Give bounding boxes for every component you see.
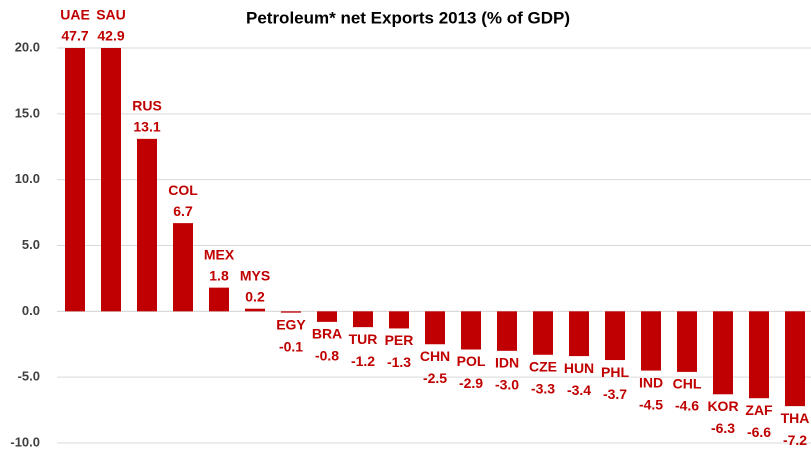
value-label: -2.5 bbox=[423, 370, 447, 386]
value-label: -4.5 bbox=[639, 396, 663, 412]
bar bbox=[173, 223, 193, 312]
bar bbox=[101, 48, 121, 312]
category-label: HUN bbox=[564, 360, 594, 376]
category-label: TUR bbox=[349, 331, 378, 347]
value-label: -4.6 bbox=[675, 398, 699, 414]
bar bbox=[749, 311, 769, 399]
bar bbox=[461, 311, 481, 350]
bar bbox=[209, 287, 229, 312]
value-label: -0.8 bbox=[315, 348, 339, 364]
category-label: IND bbox=[639, 374, 663, 390]
category-label: CHL bbox=[673, 376, 702, 392]
bar bbox=[353, 311, 373, 328]
value-label: -0.1 bbox=[279, 338, 303, 354]
value-label: -3.0 bbox=[495, 377, 519, 393]
y-tick-label: 0.0 bbox=[22, 303, 40, 318]
bar bbox=[533, 311, 553, 355]
y-tick-label: -5.0 bbox=[18, 369, 40, 384]
value-label: 13.1 bbox=[133, 119, 160, 135]
value-label: 1.8 bbox=[209, 267, 229, 283]
bar bbox=[281, 311, 301, 313]
value-label: 0.2 bbox=[245, 288, 265, 304]
value-label: -6.6 bbox=[747, 424, 771, 440]
category-label: EGY bbox=[276, 316, 306, 332]
bar bbox=[713, 311, 733, 395]
category-label: COL bbox=[168, 182, 198, 198]
bar bbox=[497, 311, 517, 351]
bar bbox=[785, 311, 805, 407]
category-label: KOR bbox=[707, 398, 738, 414]
y-tick-label: 5.0 bbox=[22, 237, 40, 252]
category-label: MYS bbox=[240, 267, 270, 283]
bars bbox=[65, 48, 805, 407]
category-label: CHN bbox=[420, 348, 450, 364]
bar bbox=[569, 311, 589, 357]
value-label: -1.3 bbox=[387, 354, 411, 370]
category-label: SAU bbox=[96, 7, 126, 23]
chart-title: Petroleum* net Exports 2013 (% of GDP) bbox=[246, 8, 570, 27]
value-label: 47.7 bbox=[61, 28, 88, 44]
category-label: UAE bbox=[60, 7, 90, 23]
value-label: -3.3 bbox=[531, 380, 555, 396]
category-label: IDN bbox=[495, 355, 519, 371]
bar bbox=[137, 138, 157, 312]
category-label: PHL bbox=[601, 364, 629, 380]
value-label: -2.9 bbox=[459, 375, 483, 391]
bar bbox=[677, 311, 697, 372]
y-tick-label: 20.0 bbox=[15, 39, 40, 54]
category-label: MEX bbox=[204, 246, 235, 262]
value-label: -3.7 bbox=[603, 386, 627, 402]
value-label: -7.2 bbox=[783, 432, 807, 448]
bar bbox=[389, 311, 409, 329]
bar bbox=[65, 48, 85, 312]
value-label: -3.4 bbox=[567, 382, 591, 398]
value-label: -1.2 bbox=[351, 353, 375, 369]
category-label: ZAF bbox=[745, 402, 773, 418]
category-label: PER bbox=[385, 332, 414, 348]
category-label: POL bbox=[457, 353, 486, 369]
value-label: -6.3 bbox=[711, 420, 735, 436]
category-label: RUS bbox=[132, 98, 162, 114]
bar bbox=[605, 311, 625, 361]
y-tick-label: -10.0 bbox=[10, 434, 40, 449]
category-label: BRA bbox=[312, 326, 342, 342]
value-label: 42.9 bbox=[97, 28, 124, 44]
y-tick-label: 10.0 bbox=[15, 171, 40, 186]
bar bbox=[641, 311, 661, 371]
category-label: THA bbox=[781, 410, 810, 426]
category-label: CZE bbox=[529, 358, 557, 374]
bar bbox=[317, 311, 337, 322]
bar bbox=[245, 308, 265, 312]
value-label: 6.7 bbox=[173, 203, 193, 219]
bar bbox=[425, 311, 445, 345]
y-tick-label: 15.0 bbox=[15, 105, 40, 120]
